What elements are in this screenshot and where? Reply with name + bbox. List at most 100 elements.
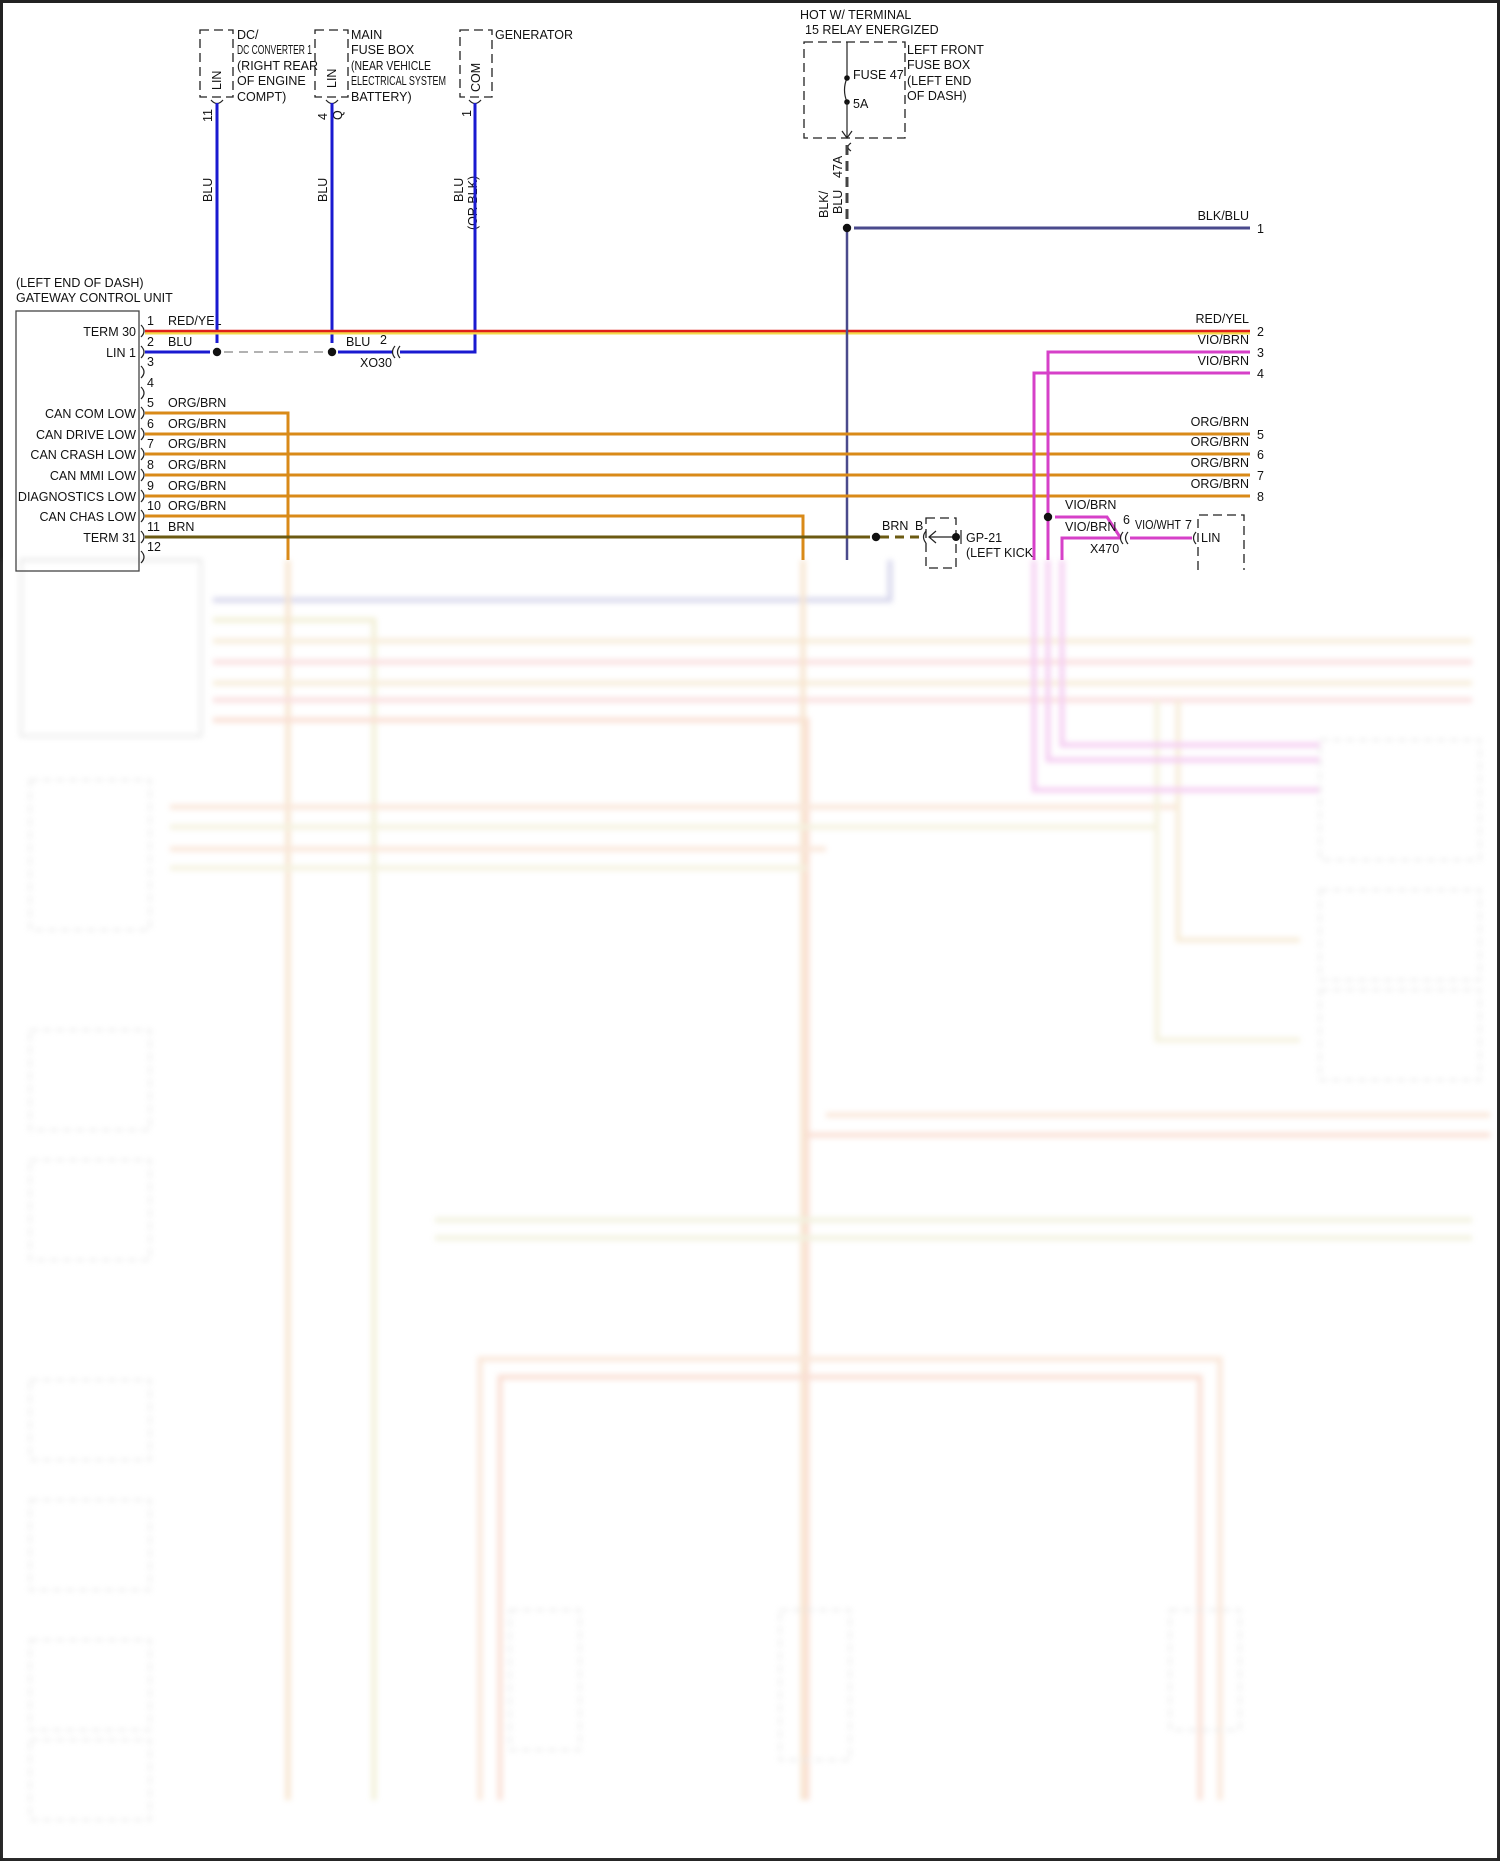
label: OF DASH) — [907, 89, 967, 103]
pin-name: LIN 1 — [106, 346, 136, 360]
wire-label: ORG/BRN — [1191, 456, 1249, 470]
gateway-pin: 7 CAN CRASH LOW ORG/BRN — [30, 437, 226, 462]
pin-number: 7 — [147, 437, 154, 451]
pin-number: 2 — [1257, 325, 1264, 339]
label: COMPT) — [237, 90, 286, 104]
pin-name: CAN MMI LOW — [50, 469, 136, 483]
wire-label: BLU — [316, 178, 330, 202]
gateway-pin: 9 DIAGNOSTICS LOW ORG/BRN — [18, 479, 226, 504]
component-box — [29, 779, 151, 931]
label: ELECTRICAL SYSTEM — [351, 74, 446, 88]
pin-number: 4 — [147, 376, 154, 390]
splice-dot — [871, 532, 881, 542]
label: (LEFT KICK — [966, 546, 1034, 560]
pin-number: 12 — [147, 540, 161, 554]
wire-label: ORG/BRN — [168, 437, 226, 451]
pin-name: LIN — [1201, 531, 1220, 545]
connector-name: XO30 — [360, 356, 392, 370]
gateway-pin: 2 LIN 1 BLU — [106, 335, 192, 360]
component-box — [29, 1639, 151, 1731]
pin-number: 3 — [147, 355, 154, 369]
splice-dot — [1043, 512, 1053, 522]
wire — [1031, 560, 1320, 793]
label: DC CONVERTER 1 — [237, 43, 312, 57]
gateway-pin: 8 CAN MMI LOW ORG/BRN — [50, 458, 226, 483]
connector-label: 47A — [831, 155, 845, 178]
wire-label: ORG/BRN — [168, 458, 226, 472]
label: BATTERY) — [351, 90, 412, 104]
wire — [1055, 515, 1122, 538]
pin-number: 2 — [147, 335, 154, 349]
pin-number: 1 — [460, 110, 474, 117]
wire — [145, 514, 805, 560]
wire-label: BLU — [452, 178, 466, 202]
label: (RIGHT REAR — [237, 59, 318, 73]
wire-label: ORG/BRN — [168, 396, 226, 410]
pin-number: 10 — [147, 499, 161, 513]
pin-name: CAN CRASH LOW — [30, 448, 136, 462]
pin-name: COM — [469, 63, 483, 92]
label: (LEFT END — [907, 74, 971, 88]
pin-name: DIAGNOSTICS LOW — [18, 490, 136, 504]
blurred-lower-diagram — [3, 559, 1497, 1858]
pin-number: 8 — [147, 458, 154, 472]
wire — [1045, 560, 1320, 763]
fuse-icon — [843, 77, 848, 103]
label: HOT W/ TERMINAL — [800, 8, 911, 22]
pin-number: 7 — [1257, 469, 1264, 483]
connector-name: X470 — [1090, 542, 1119, 556]
pin-name: LIN — [210, 71, 224, 90]
gateway-pin: 1 TERM 30 RED/YEL — [83, 314, 221, 339]
pin-letter: B — [915, 519, 923, 533]
label: FUSE BOX — [351, 43, 415, 57]
wire — [1175, 700, 1300, 943]
pin-number: 2 — [380, 333, 387, 347]
gateway-pin: 6 CAN DRIVE LOW ORG/BRN — [36, 417, 226, 442]
wire — [213, 617, 377, 1800]
component-box — [29, 1379, 151, 1461]
wire-label: BRN — [882, 519, 908, 533]
wire-label: VIO/BRN — [1198, 354, 1249, 368]
wire-label: ORG/BRN — [1191, 435, 1249, 449]
label: 15 RELAY ENERGIZED — [805, 23, 939, 37]
pin-number: 3 — [1257, 346, 1264, 360]
wires — [145, 103, 1250, 560]
pin-number: 7 — [1185, 518, 1192, 532]
wire-label: BLU — [831, 190, 845, 214]
splice-dot — [327, 347, 337, 357]
wire-label: ORG/BRN — [1191, 415, 1249, 429]
pin-name: CAN DRIVE LOW — [36, 428, 136, 442]
component-box — [1319, 889, 1481, 981]
wire-label: RED/YEL — [1196, 312, 1250, 326]
pin-name: TERM 31 — [83, 531, 136, 545]
gateway-control-unit: (LEFT END OF DASH) GATEWAY CONTROL UNIT … — [15, 276, 226, 572]
pin-number: 6 — [1257, 448, 1264, 462]
wire-label: ORG/BRN — [168, 499, 226, 513]
wire-label: BLK/BLU — [1198, 209, 1249, 223]
component-box — [779, 1609, 851, 1761]
wire-label: ORG/BRN — [168, 479, 226, 493]
x470-connector: VIO/BRN VIO/BRN 6 X470 VIO/WHT 7 LIN — [1065, 498, 1245, 570]
splice-dot — [212, 347, 222, 357]
pin-name: TERM 30 — [83, 325, 136, 339]
gateway-pin: 11 TERM 31 BRN — [83, 520, 194, 545]
wire — [213, 560, 893, 603]
wire-label: BLK/ — [817, 190, 831, 218]
wire — [213, 717, 810, 1800]
wire-label: BLU — [168, 335, 192, 349]
generator: COM GENERATOR 1 BLU (OR BLK) — [452, 28, 573, 230]
wire — [477, 1356, 1223, 1800]
pin-number: 11 — [201, 109, 215, 122]
component-box — [1169, 1609, 1241, 1731]
label: GATEWAY CONTROL UNIT — [16, 291, 173, 305]
label: GP-21 — [966, 531, 1002, 545]
component-box — [29, 1159, 151, 1261]
component-box — [29, 1029, 151, 1131]
gateway-pin: 4 — [140, 376, 154, 400]
wire-label: (OR BLK) — [466, 176, 480, 230]
wire-label: BLU — [346, 335, 370, 349]
pin-name: CAN COM LOW — [45, 407, 136, 421]
pin-number: 5 — [1257, 428, 1264, 442]
pin-name: LIN — [325, 69, 339, 88]
